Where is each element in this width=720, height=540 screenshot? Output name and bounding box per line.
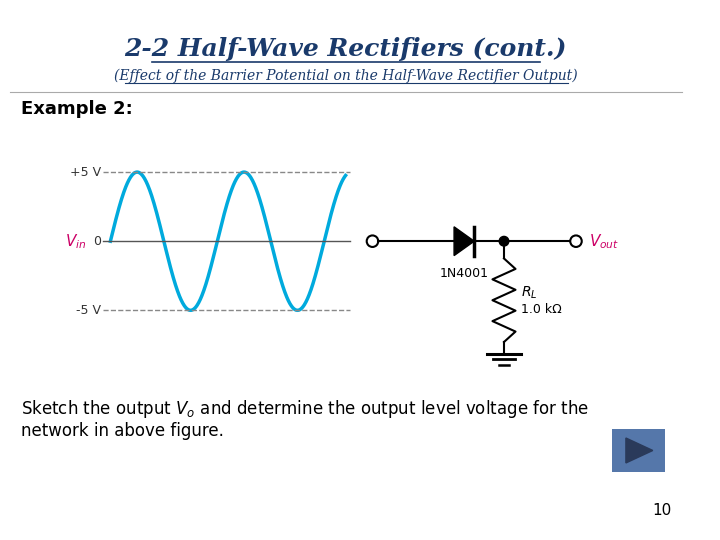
Text: 1.0 kΩ: 1.0 kΩ [521, 303, 562, 316]
Text: $V_{out}$: $V_{out}$ [590, 232, 620, 251]
Text: (Effect of the Barrier Potential on the Half-Wave Rectifier Output): (Effect of the Barrier Potential on the … [114, 69, 577, 83]
Text: 1N4001: 1N4001 [440, 267, 489, 280]
Text: 2-2 Half-Wave Rectifiers (cont.): 2-2 Half-Wave Rectifiers (cont.) [125, 37, 567, 61]
Text: Example 2:: Example 2: [21, 100, 133, 118]
Text: $R_L$: $R_L$ [521, 285, 538, 301]
FancyBboxPatch shape [613, 429, 665, 471]
Text: 10: 10 [653, 503, 672, 518]
Polygon shape [454, 227, 474, 255]
Circle shape [499, 237, 509, 246]
Text: network in above figure.: network in above figure. [21, 422, 224, 440]
Text: -5 V: -5 V [76, 304, 101, 317]
Text: $V_{in}$: $V_{in}$ [65, 232, 86, 251]
Text: 0: 0 [93, 235, 101, 248]
Polygon shape [626, 438, 653, 463]
Text: Sketch the output $V_o$ and determine the output level voltage for the: Sketch the output $V_o$ and determine th… [21, 398, 589, 420]
Text: +5 V: +5 V [70, 166, 101, 179]
